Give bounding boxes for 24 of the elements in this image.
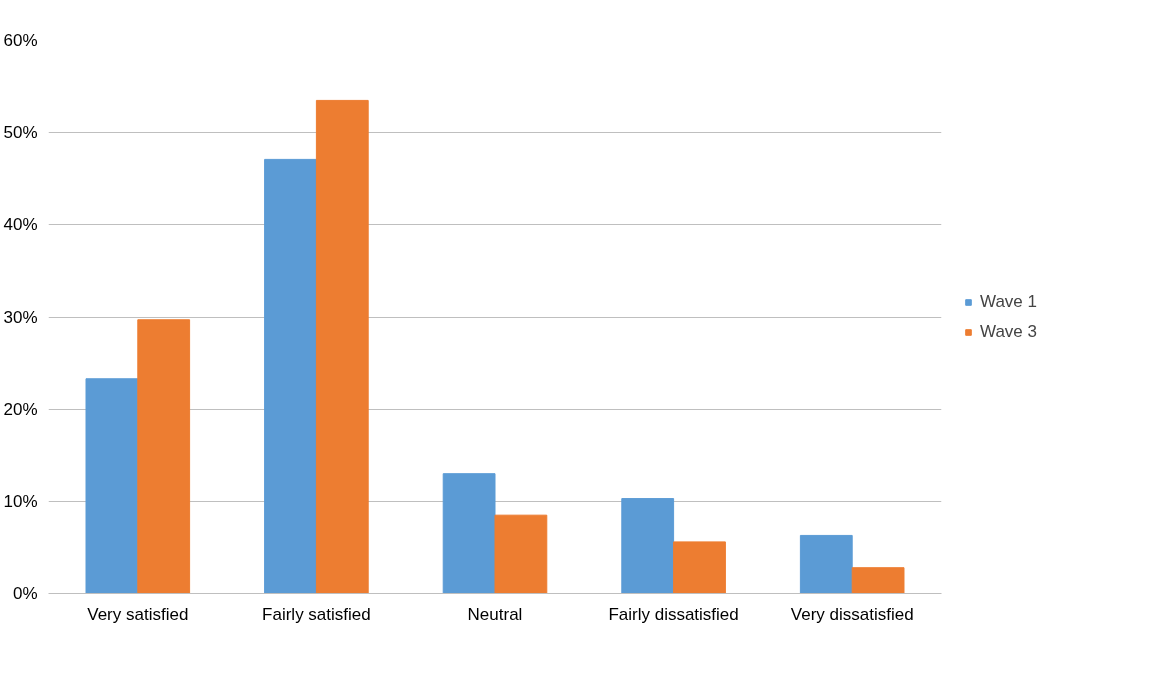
x-tick-label: Fairly dissatisfied: [608, 604, 739, 624]
bar: [851, 567, 905, 594]
y-tick-label: 30%: [3, 307, 38, 327]
y-tick-label: 50%: [3, 123, 38, 143]
y-tick-label: 0%: [12, 584, 38, 603]
y-tick-label: 40%: [3, 215, 38, 235]
x-tick-label: Fairly satisfied: [262, 604, 371, 624]
bar: [621, 498, 675, 594]
bar: [264, 158, 317, 594]
x-tick-label: Very satisfied: [87, 604, 189, 624]
bar: [442, 473, 496, 594]
y-tick-label: 10%: [3, 491, 38, 511]
bar: [315, 99, 369, 594]
bar: [85, 378, 139, 594]
bar: [137, 319, 191, 594]
legend-label: Wave 3: [980, 321, 1038, 342]
bar: [494, 514, 548, 594]
bar: [673, 541, 726, 594]
y-tick-label: 60%: [3, 31, 38, 50]
y-tick-label: 20%: [3, 399, 38, 419]
x-tick-label: Neutral: [467, 604, 523, 624]
bar: [799, 534, 853, 594]
legend-label: Wave 1: [980, 291, 1038, 312]
x-tick-label: Very dissatisfied: [790, 604, 914, 624]
